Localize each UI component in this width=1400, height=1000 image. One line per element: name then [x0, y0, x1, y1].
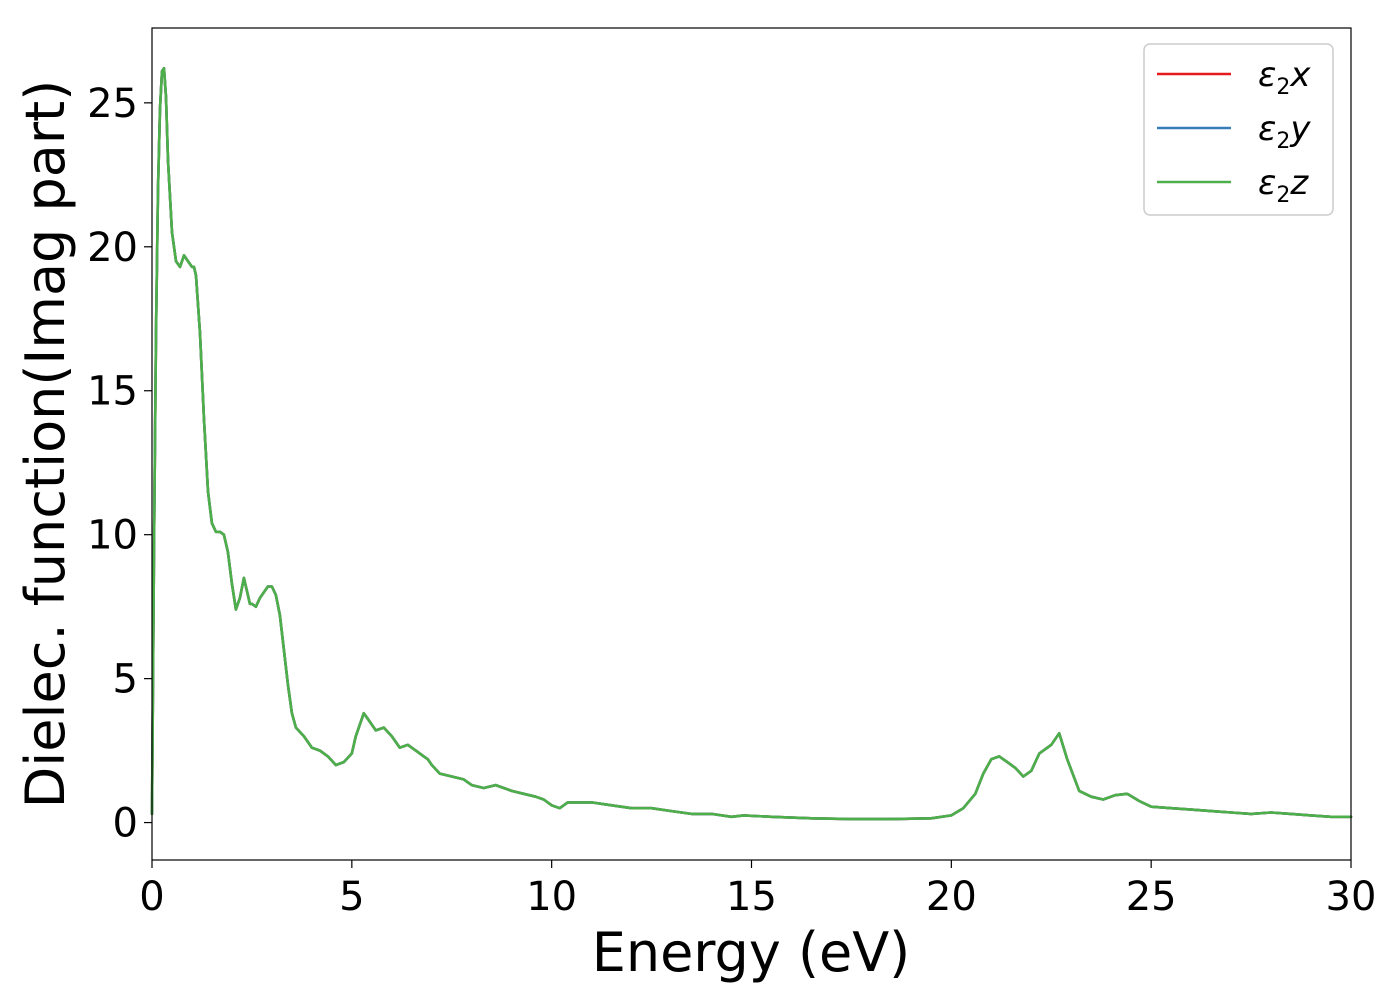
legend-box	[1143, 43, 1334, 216]
series-line-ε2z	[150, 67, 1353, 821]
x-tick-label: 15	[726, 874, 777, 920]
y-tick-label: 0	[113, 801, 138, 847]
y-tick-label: 25	[87, 81, 138, 127]
legend-label-y: ε2y	[1258, 109, 1311, 154]
x-axis-ticks: 0 5 10 15 20 25 30	[139, 860, 1376, 920]
x-axis-label: Energy (eV)	[592, 921, 911, 984]
y-axis-label: Dielec. function(Imag part)	[14, 80, 77, 809]
y-tick-label: 15	[87, 369, 138, 415]
y-axis-ticks: 0 5 10 15 20 25	[87, 81, 152, 847]
x-tick-label: 0	[139, 874, 164, 920]
legend-label-x: ε2x	[1258, 55, 1311, 100]
x-tick-label: 25	[1126, 874, 1177, 920]
y-tick-label: 5	[113, 657, 138, 703]
x-tick-label: 20	[926, 874, 977, 920]
legend-label-z: ε2z	[1258, 163, 1309, 208]
legend: ε2x ε2y ε2z	[1143, 43, 1334, 216]
y-tick-label: 20	[87, 225, 138, 271]
series-layer	[150, 67, 1353, 821]
x-tick-label: 30	[1326, 874, 1377, 920]
y-tick-label: 10	[87, 513, 138, 559]
x-tick-label: 5	[339, 874, 364, 920]
x-tick-label: 10	[526, 874, 577, 920]
